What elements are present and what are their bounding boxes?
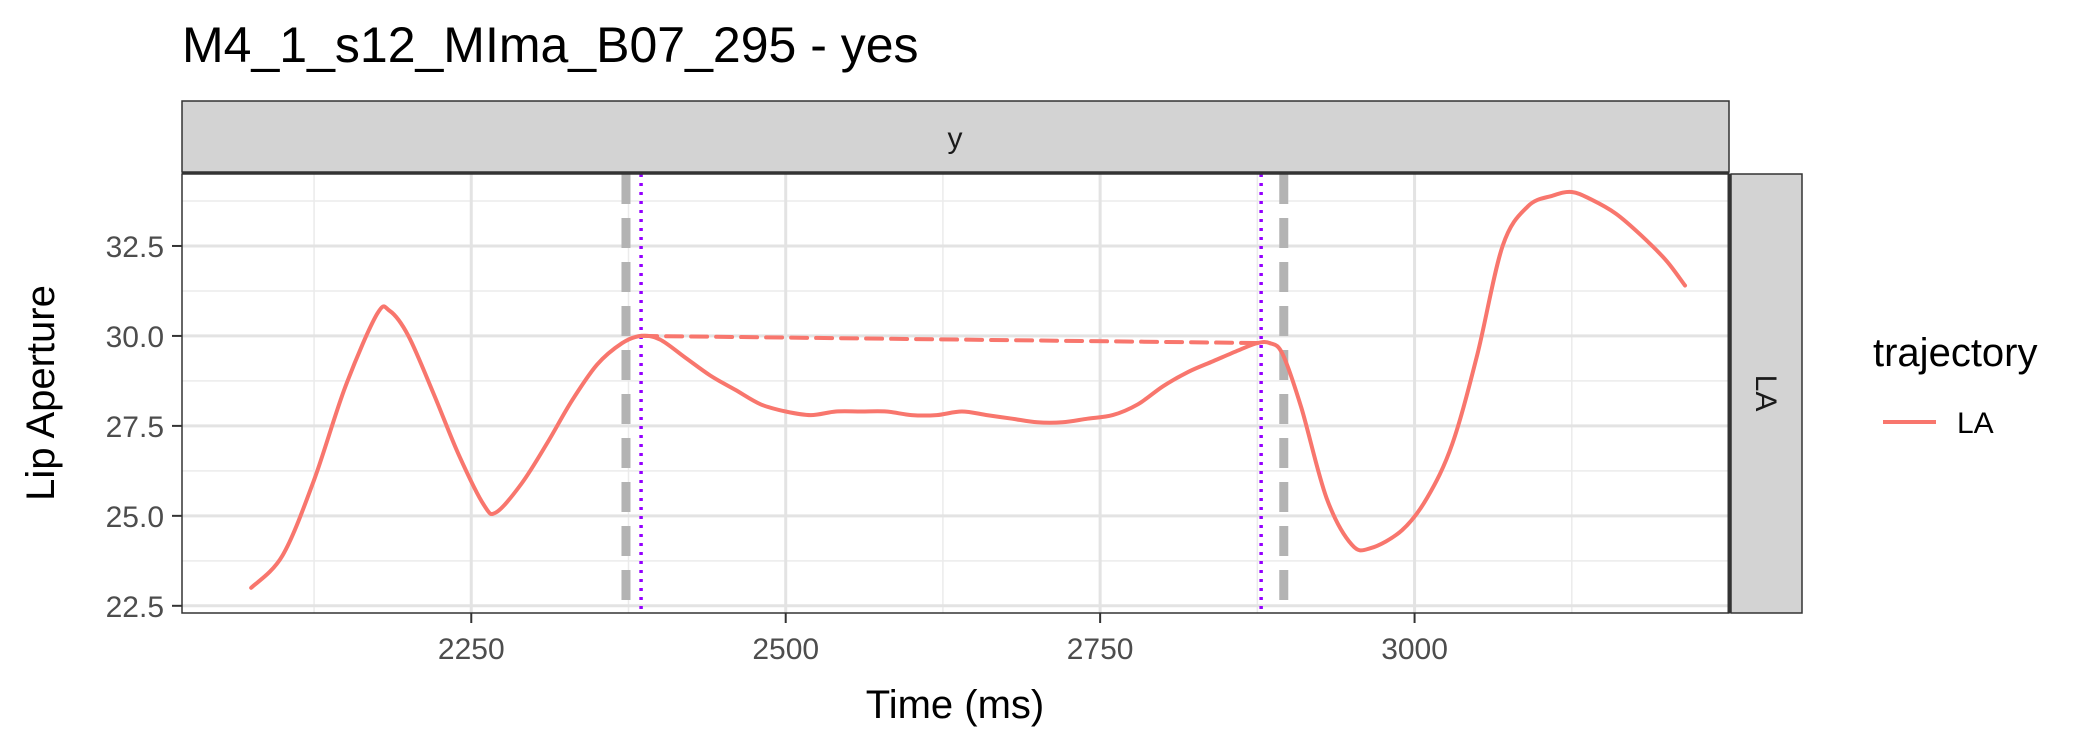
series-lines xyxy=(249,189,1687,590)
x-axis: 2250 2500 2750 3000 xyxy=(438,613,1448,666)
legend-label-LA: LA xyxy=(1957,407,1994,440)
facet-strip-top xyxy=(181,100,1730,173)
x-tick-label: 2500 xyxy=(752,633,819,666)
boundary-lines xyxy=(621,174,1289,613)
y-axis: 22.5 25.0 27.5 30.0 32.5 xyxy=(106,231,182,624)
legend-title: trajectory xyxy=(1873,331,2038,375)
chart-title: M4_1_s12_MIma_B07_295 - yes xyxy=(182,17,919,73)
facet-strip-right-label: LA xyxy=(1749,375,1782,412)
y-tick-label: 30.0 xyxy=(106,321,164,354)
facet-strip-right xyxy=(1730,173,1803,614)
grid-major xyxy=(182,174,1729,613)
marker-lines xyxy=(639,174,1263,613)
x-tick-label: 2750 xyxy=(1067,633,1134,666)
facet-strip-top-label: y xyxy=(948,122,963,155)
y-tick-label: 27.5 xyxy=(106,411,164,444)
x-tick-label: 3000 xyxy=(1381,633,1448,666)
y-tick-label: 22.5 xyxy=(106,591,164,624)
series-line-LA-dashed xyxy=(639,333,1266,346)
y-axis-title: Lip Aperture xyxy=(19,285,63,501)
x-axis-title: Time (ms) xyxy=(866,683,1044,727)
series-line-LA-solid xyxy=(249,189,1687,590)
plot-panel xyxy=(182,174,1729,613)
y-tick-label: 25.0 xyxy=(106,501,164,534)
legend: trajectory LA xyxy=(1873,331,2038,440)
x-tick-label: 2250 xyxy=(438,633,505,666)
y-tick-label: 32.5 xyxy=(106,231,164,264)
